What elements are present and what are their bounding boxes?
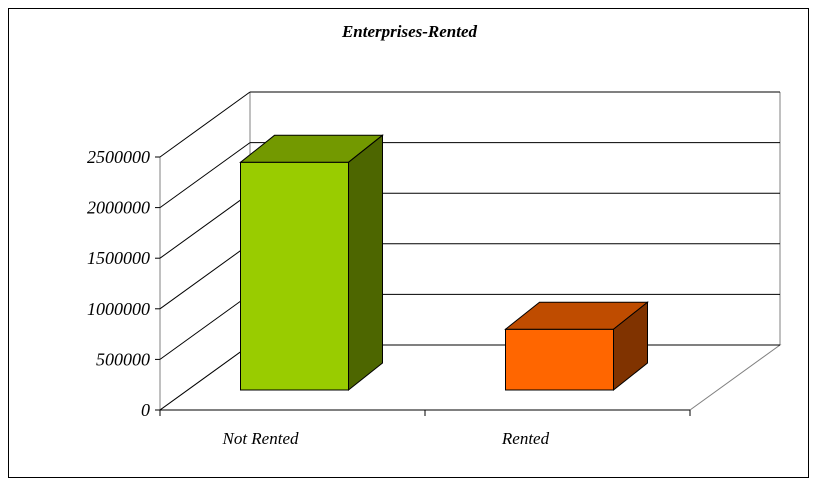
y-tick-label: 500000	[96, 349, 150, 369]
bar-front	[240, 161, 349, 391]
chart-title: Enterprises-Rented	[341, 22, 478, 41]
side-gridline	[159, 293, 251, 360]
side-gridline	[159, 91, 251, 158]
x-axis: Not Rented Rented	[159, 409, 691, 448]
bar-side	[613, 301, 648, 392]
bar-not-rented	[239, 134, 384, 392]
side-gridline	[159, 142, 251, 209]
x-category-label: Not Rented	[221, 429, 299, 448]
y-axis-ticks: 0 500000 1000000 1500000 2000000 2500000	[87, 147, 160, 420]
y-tick-label: 0	[141, 400, 150, 420]
side-gridline	[159, 192, 251, 259]
y-tick-label: 2500000	[87, 147, 150, 167]
x-category-label: Rented	[501, 429, 550, 448]
side-gridline	[159, 344, 251, 411]
side-gridline	[159, 243, 251, 310]
bar-front	[505, 328, 614, 391]
y-tick-label: 1000000	[87, 299, 150, 319]
bar-rented	[504, 301, 649, 392]
y-tick-label: 2000000	[87, 198, 150, 218]
chart-frame	[8, 8, 809, 478]
y-tick-label: 1500000	[87, 248, 150, 268]
bar-side	[348, 134, 383, 392]
bars	[239, 134, 649, 392]
